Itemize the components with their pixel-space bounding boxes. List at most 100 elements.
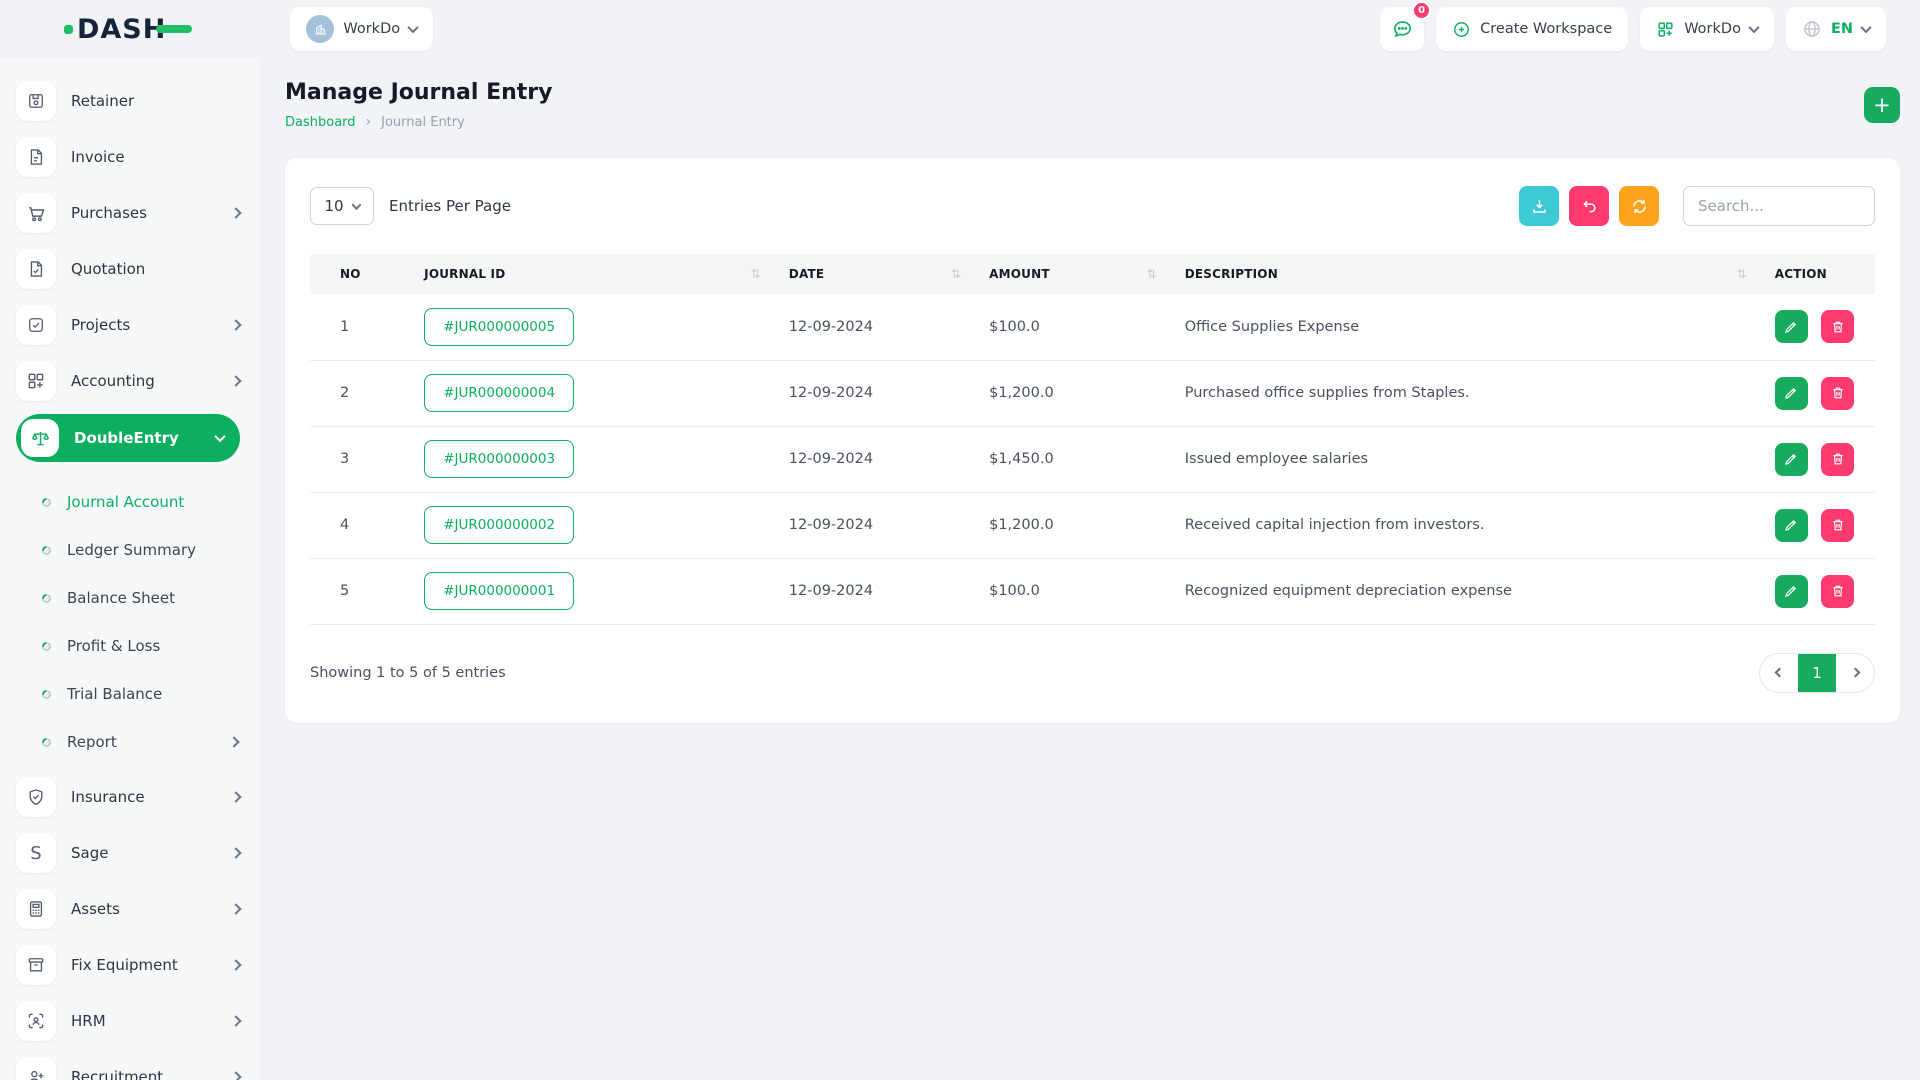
edit-button[interactable]	[1774, 310, 1808, 344]
entries-per-page-label: Entries Per Page	[389, 197, 511, 215]
workdo-menu-button[interactable]: WorkDo	[1640, 7, 1774, 51]
edit-button[interactable]	[1774, 376, 1808, 410]
sidebar-item-label: Quotation	[71, 260, 146, 278]
sage-icon: S	[16, 833, 56, 873]
sidebar-item-label: DoubleEntry	[74, 429, 179, 447]
grid-plus-icon	[1658, 21, 1673, 37]
bullet-icon	[40, 639, 53, 653]
file-check-icon	[16, 249, 56, 289]
archive-box-icon	[16, 945, 56, 985]
trash-icon	[1833, 453, 1843, 465]
sidebar-item-projects[interactable]: Projects	[16, 302, 260, 348]
sidebar-item-invoice[interactable]: Invoice	[16, 134, 260, 180]
row-description: Recognized equipment depreciation expens…	[1170, 558, 1761, 625]
messages-button[interactable]: 0	[1380, 1, 1432, 51]
column-header-amount[interactable]: AMOUNT ⇅	[975, 254, 1171, 294]
language-label: EN	[1830, 21, 1853, 37]
chevron-down-icon	[214, 430, 226, 443]
delete-button[interactable]	[1821, 574, 1855, 608]
chevron-down-icon	[407, 21, 419, 34]
delete-button[interactable]	[1821, 442, 1855, 476]
sidebar-item-sage[interactable]: S Sage	[16, 830, 260, 876]
journal-id-badge[interactable]: #JUR000000004	[424, 374, 575, 412]
column-header-journal-id[interactable]: JOURNAL ID ⇅	[410, 254, 775, 294]
trash-icon	[1833, 387, 1843, 399]
app-logo: DASH	[64, 14, 193, 45]
trash-icon	[1833, 321, 1843, 333]
logo-dash-bar	[156, 25, 193, 33]
sidebar-item-accounting[interactable]: Accounting	[16, 358, 260, 404]
sidebar-subitem-balance-sheet[interactable]: Balance Sheet	[40, 574, 260, 622]
refresh-button[interactable]	[1619, 186, 1659, 226]
export-button[interactable]	[1519, 186, 1559, 226]
sidebar-subitem-journal-account[interactable]: Journal Account	[40, 478, 260, 526]
search-input[interactable]	[1683, 186, 1875, 226]
undo-button[interactable]	[1569, 186, 1609, 226]
sidebar-item-purchases[interactable]: Purchases	[16, 190, 260, 236]
bullet-icon	[40, 687, 53, 701]
table-row: 4 #JUR000000002 12-09-2024 $1,200.0 Rece…	[310, 492, 1875, 559]
delete-button[interactable]	[1821, 310, 1855, 344]
delete-button[interactable]	[1821, 376, 1855, 410]
create-workspace-button[interactable]: Create Workspace	[1436, 7, 1629, 51]
column-header-no[interactable]: NO	[310, 254, 411, 294]
row-description: Purchased office supplies from Staples.	[1170, 360, 1761, 427]
check-square-icon	[16, 305, 56, 345]
sidebar-item-doubleentry[interactable]: DoubleEntry	[16, 414, 240, 462]
breadcrumb-dashboard-link[interactable]: Dashboard	[285, 114, 356, 130]
topbar: DASH WorkDo 0 Create Workspace WorkDo	[0, 0, 1920, 58]
sidebar-subitem-report[interactable]: Report	[40, 718, 260, 766]
workdo-menu-label: WorkDo	[1684, 21, 1741, 37]
language-selector[interactable]: EN	[1785, 7, 1886, 51]
sort-icon: ⇅	[1736, 267, 1747, 281]
sort-icon: ⇅	[1146, 267, 1157, 281]
journal-id-badge[interactable]: #JUR000000005	[424, 307, 575, 346]
page-head: Manage Journal Entry Dashboard › Journal…	[285, 80, 1900, 130]
add-journal-entry-button[interactable]: +	[1864, 87, 1900, 123]
row-date: 12-09-2024	[774, 360, 976, 427]
delete-button[interactable]	[1821, 508, 1855, 542]
row-description: Issued employee salaries	[1170, 426, 1761, 493]
edit-button[interactable]	[1774, 442, 1808, 476]
workspace-selector[interactable]: WorkDo	[290, 7, 434, 51]
previous-page-button[interactable]	[1760, 654, 1798, 692]
column-header-description[interactable]: DESCRIPTION ⇅	[1170, 254, 1761, 294]
edit-button[interactable]	[1774, 574, 1808, 608]
user-plus-icon	[16, 1057, 56, 1080]
chevron-down-icon	[1860, 21, 1872, 34]
sidebar-item-retainer[interactable]: Retainer	[16, 78, 260, 124]
sidebar-item-assets[interactable]: Assets	[16, 886, 260, 932]
breadcrumb-separator: ›	[365, 114, 372, 130]
chevron-right-icon	[230, 375, 242, 387]
workspace-label: WorkDo	[343, 21, 401, 37]
subitem-label: Profit & Loss	[67, 637, 161, 655]
bullet-icon	[40, 735, 53, 749]
column-header-date[interactable]: DATE ⇅	[774, 254, 976, 294]
table-controls: 10 Entries Per Page	[310, 186, 1875, 226]
sidebar-item-fix-equipment[interactable]: Fix Equipment	[16, 942, 260, 988]
current-page: 1	[1798, 653, 1836, 692]
sidebar-item-hrm[interactable]: HRM	[16, 998, 260, 1044]
cart-icon	[16, 193, 56, 233]
bullet-icon	[40, 543, 53, 557]
edit-button[interactable]	[1774, 508, 1808, 542]
sidebar-subitem-trial-balance[interactable]: Trial Balance	[40, 670, 260, 718]
download-icon	[1532, 199, 1546, 213]
subitem-label: Journal Account	[67, 493, 185, 511]
sidebar-item-quotation[interactable]: Quotation	[16, 246, 260, 292]
next-page-button[interactable]	[1836, 654, 1874, 692]
journal-id-badge[interactable]: #JUR000000001	[424, 572, 575, 610]
breadcrumb: Dashboard › Journal Entry	[285, 114, 553, 130]
journal-id-badge[interactable]: #JUR000000003	[424, 440, 575, 478]
journal-id-badge[interactable]: #JUR000000002	[424, 506, 575, 544]
calculator-icon	[16, 889, 56, 929]
sidebar-subitem-ledger-summary[interactable]: Ledger Summary	[40, 526, 260, 574]
workspace-avatar	[306, 15, 335, 43]
table-header: NO JOURNAL ID ⇅ DATE ⇅ AMOUNT ⇅ DESCRIPTION…	[310, 254, 1875, 294]
entries-per-page-select[interactable]: 10	[310, 187, 374, 225]
undo-arrow-icon	[1582, 200, 1596, 212]
sidebar-item-insurance[interactable]: Insurance	[16, 774, 260, 820]
chevron-right-icon	[230, 1071, 242, 1080]
sidebar-subitem-profit-loss[interactable]: Profit & Loss	[40, 622, 260, 670]
sidebar-item-recruitment[interactable]: Recruitment	[16, 1054, 260, 1080]
